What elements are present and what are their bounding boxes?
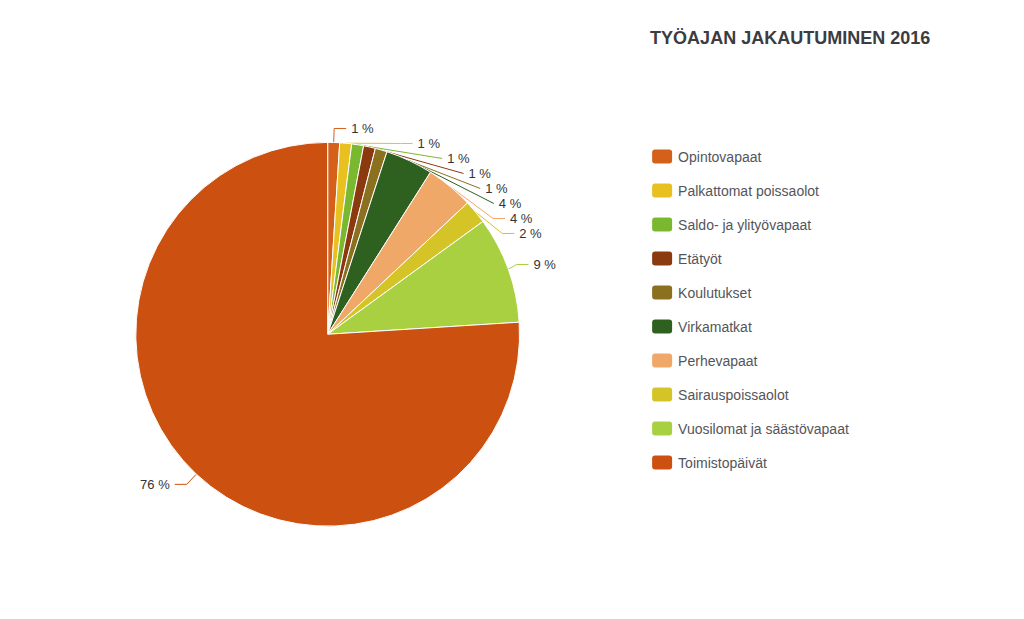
svg-text:4 %: 4 %	[510, 211, 533, 226]
svg-text:Etätyöt: Etätyöt	[678, 251, 722, 267]
svg-text:4 %: 4 %	[499, 196, 522, 211]
svg-text:1 %: 1 %	[485, 181, 508, 196]
svg-text:Palkattomat poissaolot: Palkattomat poissaolot	[678, 183, 819, 199]
svg-text:Sairauspoissaolot: Sairauspoissaolot	[678, 387, 789, 403]
svg-text:1 %: 1 %	[418, 136, 441, 151]
svg-text:Koulutukset: Koulutukset	[678, 285, 751, 301]
svg-text:2 %: 2 %	[519, 226, 542, 241]
svg-text:Perhevapaat: Perhevapaat	[678, 353, 758, 369]
svg-text:TYÖAJAN JAKAUTUMINEN 2016: TYÖAJAN JAKAUTUMINEN 2016	[650, 28, 930, 48]
svg-text:1 %: 1 %	[468, 166, 491, 181]
svg-text:Toimistopäivät: Toimistopäivät	[678, 455, 767, 471]
svg-text:9 %: 9 %	[533, 257, 556, 272]
svg-text:1 %: 1 %	[351, 121, 374, 136]
svg-text:Opintovapaat: Opintovapaat	[678, 149, 761, 165]
svg-text:Saldo- ja ylityövapaat: Saldo- ja ylityövapaat	[678, 217, 811, 233]
svg-text:76 %: 76 %	[140, 477, 170, 492]
svg-text:1 %: 1 %	[447, 151, 470, 166]
svg-text:Virkamatkat: Virkamatkat	[678, 319, 752, 335]
svg-text:Vuosilomat ja säästövapaat: Vuosilomat ja säästövapaat	[678, 421, 849, 437]
